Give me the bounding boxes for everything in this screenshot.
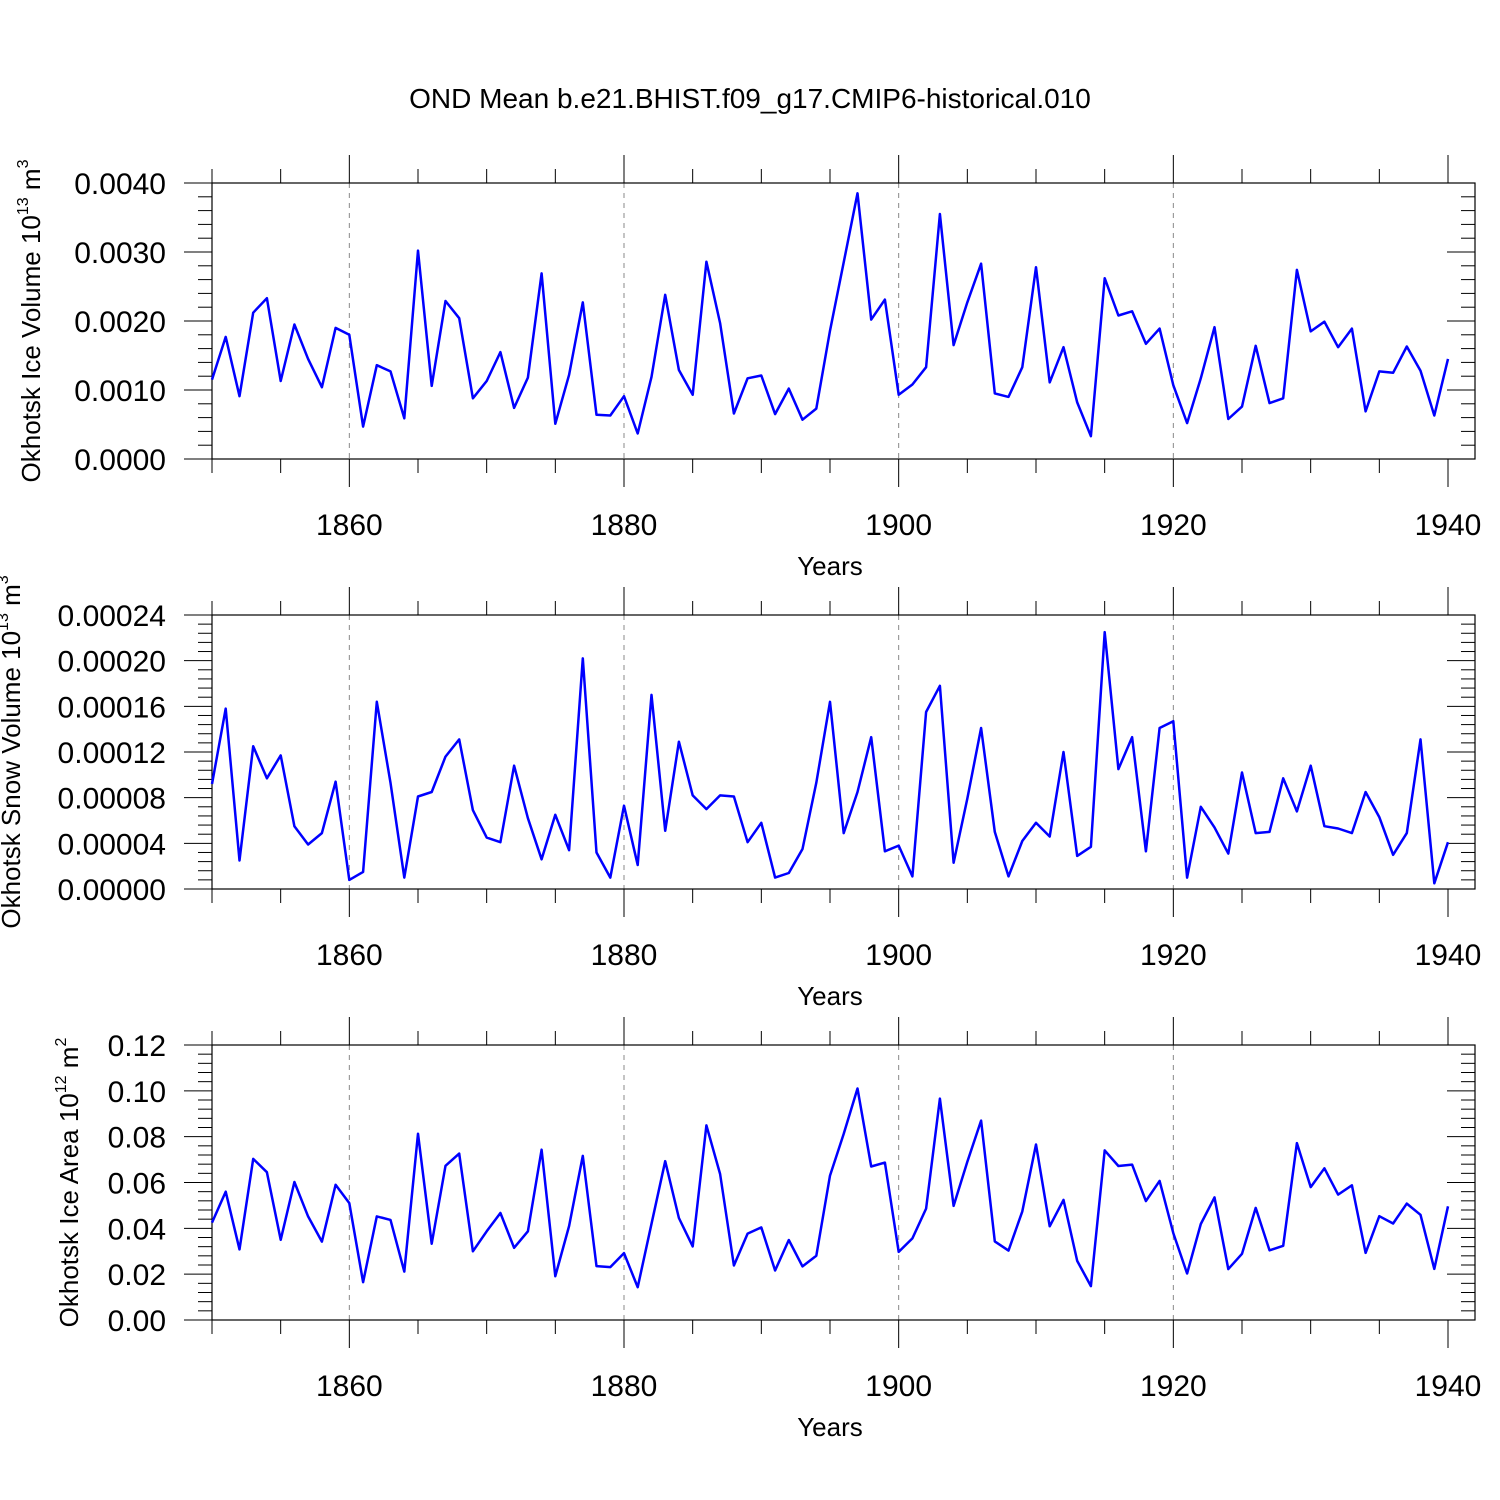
y-tick-label: 0.0010 (74, 375, 166, 408)
y-axis-label-unit-exponent: 3 (0, 575, 12, 584)
y-axis-label-unit-exponent: 2 (53, 1038, 70, 1047)
y-axis-label-exponent: 13 (0, 613, 12, 631)
y-tick-label: 0.0020 (74, 306, 166, 339)
x-axis-label: Years (797, 981, 863, 1011)
y-axis-label: Okhotsk Ice Volume 1013 m3 (15, 159, 46, 482)
x-tick-label: 1900 (865, 939, 932, 972)
y-tick-label: 0.00020 (58, 646, 166, 679)
y-tick-label: 0.00012 (58, 737, 166, 770)
y-tick-label: 0.0040 (74, 168, 166, 201)
x-tick-label: 1900 (865, 1370, 932, 1403)
series-line (210, 630, 1450, 885)
plot-frame (211, 614, 1476, 890)
y-axis-label-exponent: 12 (53, 1075, 70, 1093)
y-tick-label: 0.06 (108, 1168, 166, 1201)
y-tick-label: 0.12 (108, 1030, 166, 1063)
y-axis-label-main: Okhotsk Ice Area 10 (54, 1093, 84, 1327)
series-line (210, 1087, 1450, 1289)
x-tick-label: 1900 (865, 509, 932, 542)
y-tick-label: 0.0030 (74, 237, 166, 270)
y-tick-label: 0.10 (108, 1076, 166, 1109)
x-axis-label: Years (797, 551, 863, 581)
y-axis-label-main: Okhotsk Ice Volume 10 (16, 215, 46, 482)
y-tick-label: 0.08 (108, 1122, 166, 1155)
y-tick-label: 0.00 (108, 1305, 166, 1338)
y-tick-label: 0.02 (108, 1259, 166, 1292)
plot-frame (211, 1044, 1476, 1321)
y-tick-label: 0.04 (108, 1213, 166, 1246)
y-axis-label-unit: m (16, 168, 46, 197)
y-axis-label-main: Okhotsk Snow Volume 10 (0, 631, 26, 929)
series-line (210, 192, 1450, 438)
y-tick-label: 0.00000 (58, 874, 166, 907)
x-tick-label: 1880 (591, 939, 658, 972)
x-tick-label: 1860 (316, 509, 383, 542)
panel-1: 0.0000 0.0010 0.0020 0.0030 0.0040 1860 1880 19… (15, 155, 1481, 581)
y-axis-label: Okhotsk Ice Area 1012 m2 (53, 1038, 84, 1328)
y-tick-label: 0.00004 (58, 828, 166, 861)
plot-frame (211, 182, 1476, 460)
y-tick-label: 0.0000 (74, 444, 166, 477)
y-axis-label-unit: m (0, 584, 26, 613)
x-tick-label: 1940 (1415, 1370, 1482, 1403)
x-tick-label: 1880 (591, 509, 658, 542)
x-tick-label: 1940 (1415, 939, 1482, 972)
y-axis-label-exponent: 13 (15, 197, 32, 215)
x-tick-label: 1920 (1140, 939, 1207, 972)
y-tick-label: 0.00016 (58, 691, 166, 724)
y-tick-label: 0.00024 (58, 600, 166, 633)
x-tick-label: 1860 (316, 1370, 383, 1403)
x-tick-label: 1880 (591, 1370, 658, 1403)
y-axis-label-unit-exponent: 3 (15, 159, 32, 168)
x-tick-label: 1860 (316, 939, 383, 972)
y-tick-label: 0.00008 (58, 783, 166, 816)
x-tick-label: 1920 (1140, 509, 1207, 542)
figure-title: OND Mean b.e21.BHIST.f09_g17.CMIP6-histo… (409, 83, 1091, 114)
panel-2: 0.00000 0.00004 0.00008 0.00012 0.00016 0.000… (0, 575, 1481, 1011)
x-tick-label: 1940 (1415, 509, 1482, 542)
y-axis-label: Okhotsk Snow Volume 1013 m3 (0, 575, 26, 928)
y-axis-label-unit: m (54, 1047, 84, 1076)
x-tick-label: 1920 (1140, 1370, 1207, 1403)
panel-3: 0.00 0.02 0.04 0.06 0.08 0.10 0.12 1860 1880 1900… (53, 1017, 1481, 1442)
panels: 0.0000 0.0010 0.0020 0.0030 0.0040 1860 1880 19… (0, 155, 1481, 1442)
x-axis-label: Years (797, 1412, 863, 1442)
